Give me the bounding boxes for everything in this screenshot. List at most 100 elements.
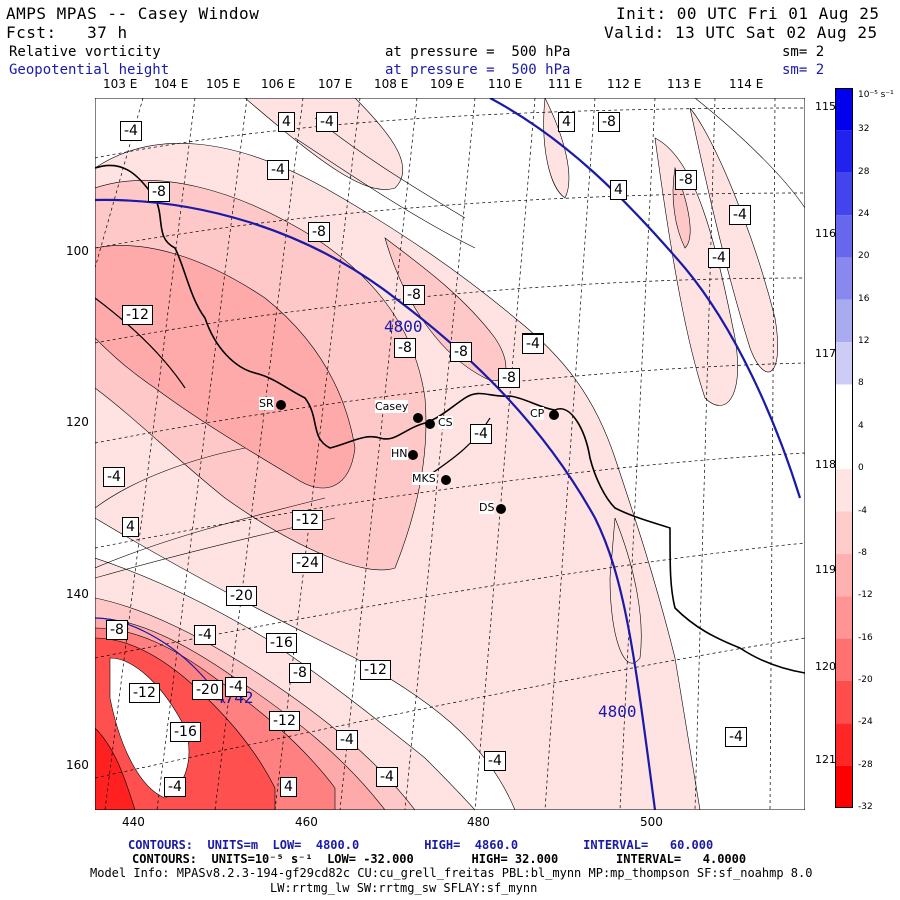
colorbar-level-label: 4 [858,420,864,431]
vorticity-contour-label: -4 [470,424,492,444]
station-marker [549,410,559,420]
lon-label: 112 E [607,77,642,91]
vorticity-contour-label: -12 [129,683,160,703]
init-time: Init: 00 UTC Fri 01 Aug 25 [616,4,880,23]
colorbar-level-label: 16 [858,293,870,304]
lon-label: 104 E [154,77,189,91]
x-tick: 480 [467,815,490,829]
colorbar-segment [835,680,853,724]
vorticity-contour-label: 4 [122,517,139,537]
colorbar-level-label: -8 [858,547,867,558]
map-title: AMPS MPAS -- Casey Window [6,4,260,23]
vorticity-contour-label: -4 [225,677,247,697]
lon-label: 108 E [374,77,409,91]
vorticity-contour-label: -4 [708,248,730,268]
station-label: HN [391,447,408,460]
station-label: SR [259,397,274,410]
vorticity-contour-label: -8 [308,222,330,242]
height-label: 4800 [598,702,637,721]
vorticity-contour-label: -8 [106,620,128,640]
colorbar-segment [835,130,853,173]
field2-name: Geopotential height [9,62,170,78]
vorticity-contour-label: -4 [522,334,544,354]
vorticity-contour-label: -8 [675,170,697,190]
colorbar-segment [835,384,853,427]
station-marker [276,400,286,410]
colorbar-segment [835,765,853,808]
colorbar-segment [835,172,853,216]
station-marker [413,413,423,423]
vorticity-contour-label: -8 [394,338,416,358]
vorticity-contour-label: -4 [725,727,747,747]
colorbar-level-label: 20 [858,251,870,262]
colorbar-segment [835,553,853,597]
map-plot [95,98,805,810]
colorbar-level-label: 24 [858,209,870,220]
colorbar-level-label: -28 [858,759,873,770]
vorticity-contour-label: 4 [278,112,295,132]
x-tick: 500 [640,815,663,829]
vorticity-contour-label: -4 [164,777,186,797]
colorbar-level-label: -32 [858,802,873,812]
footer-model-info: Model Info: MPASv8.2.3-194-gf29cd82c CU:… [90,866,813,880]
vorticity-contour-label: -20 [192,680,223,700]
colorbar-segment [835,723,853,766]
station-label: CS [438,416,453,429]
vorticity-contour-label: -4 [484,751,506,771]
station-label: CP [530,407,545,420]
vorticity-contour-label: 4 [610,180,627,200]
colorbar-segment [835,342,853,385]
colorbar-segment [835,469,853,512]
vorticity-contour-label: -8 [498,368,520,388]
lon-label: 113 E [667,77,702,91]
vorticity-contour-label: -4 [376,767,398,787]
colorbar-level-label: -20 [858,674,873,685]
field1-smooth: sm= 2 [782,44,825,60]
lon-label: 106 E [261,77,296,91]
lon-label: 103 E [103,77,138,91]
colorbar-segment [835,215,853,258]
colorbar-level-label: 0 [858,463,864,474]
colorbar-level-label: 28 [858,166,870,177]
station-marker [408,450,418,460]
lon-label: 105 E [206,77,241,91]
vorticity-contour-label: -4 [316,112,338,132]
height-label: 4800 [384,317,423,336]
vorticity-contour-label: -16 [170,722,201,742]
field1-pressure: at pressure = 500 hPa [385,44,571,60]
lon-label: 114 E [729,77,764,91]
vorticity-contour-label: -12 [292,510,323,530]
height-contour-4800 [95,198,657,810]
vorticity-contour-label: -4 [120,121,142,141]
vorticity-contour-label: -4 [103,467,125,487]
colorbar-segment [835,299,853,343]
colorbar-level-label: 32 [858,124,870,135]
vorticity-contour-label: -12 [269,711,300,731]
vorticity-contour-label: -4 [267,160,289,180]
footer-model-info2: LW:rrtmg_lw SW:rrtmg_sw SFLAY:sf_mynn [270,881,538,895]
colorbar-level-label: 8 [858,378,864,389]
colorbar-segment [835,596,853,639]
colorbar-level-label: -4 [858,505,867,516]
vorticity-contour-label: -8 [148,182,170,202]
footer-contours-height: CONTOURS: UNITS=m LOW= 4800.0 HIGH= 4860… [128,838,714,852]
y-tick: 120 [66,415,89,429]
station-label: Casey [375,400,409,413]
colorbar-level-label: 12 [858,336,870,347]
vorticity-contour-label: -12 [122,305,153,325]
colorbar-unit: 10⁻⁵ s⁻¹ [858,90,894,100]
colorbar-segment [835,257,853,300]
vorticity-contour-label: -12 [360,660,391,680]
lon-label: 109 E [430,77,465,91]
colorbar-segment [835,511,853,554]
colorbar [835,88,853,808]
x-tick: 440 [122,815,145,829]
colorbar-level-label: -16 [858,632,873,643]
vorticity-contour-label: 4 [558,112,575,132]
coastline [95,164,805,674]
station-label: DS [479,501,495,514]
lon-label: 111 E [548,77,583,91]
vorticity-contour-label: -4 [336,730,358,750]
station-marker [496,504,506,514]
footer-contours-vorticity: CONTOURS: UNITS=10⁻⁵ s⁻¹ LOW= -32.000 HI… [132,852,747,866]
